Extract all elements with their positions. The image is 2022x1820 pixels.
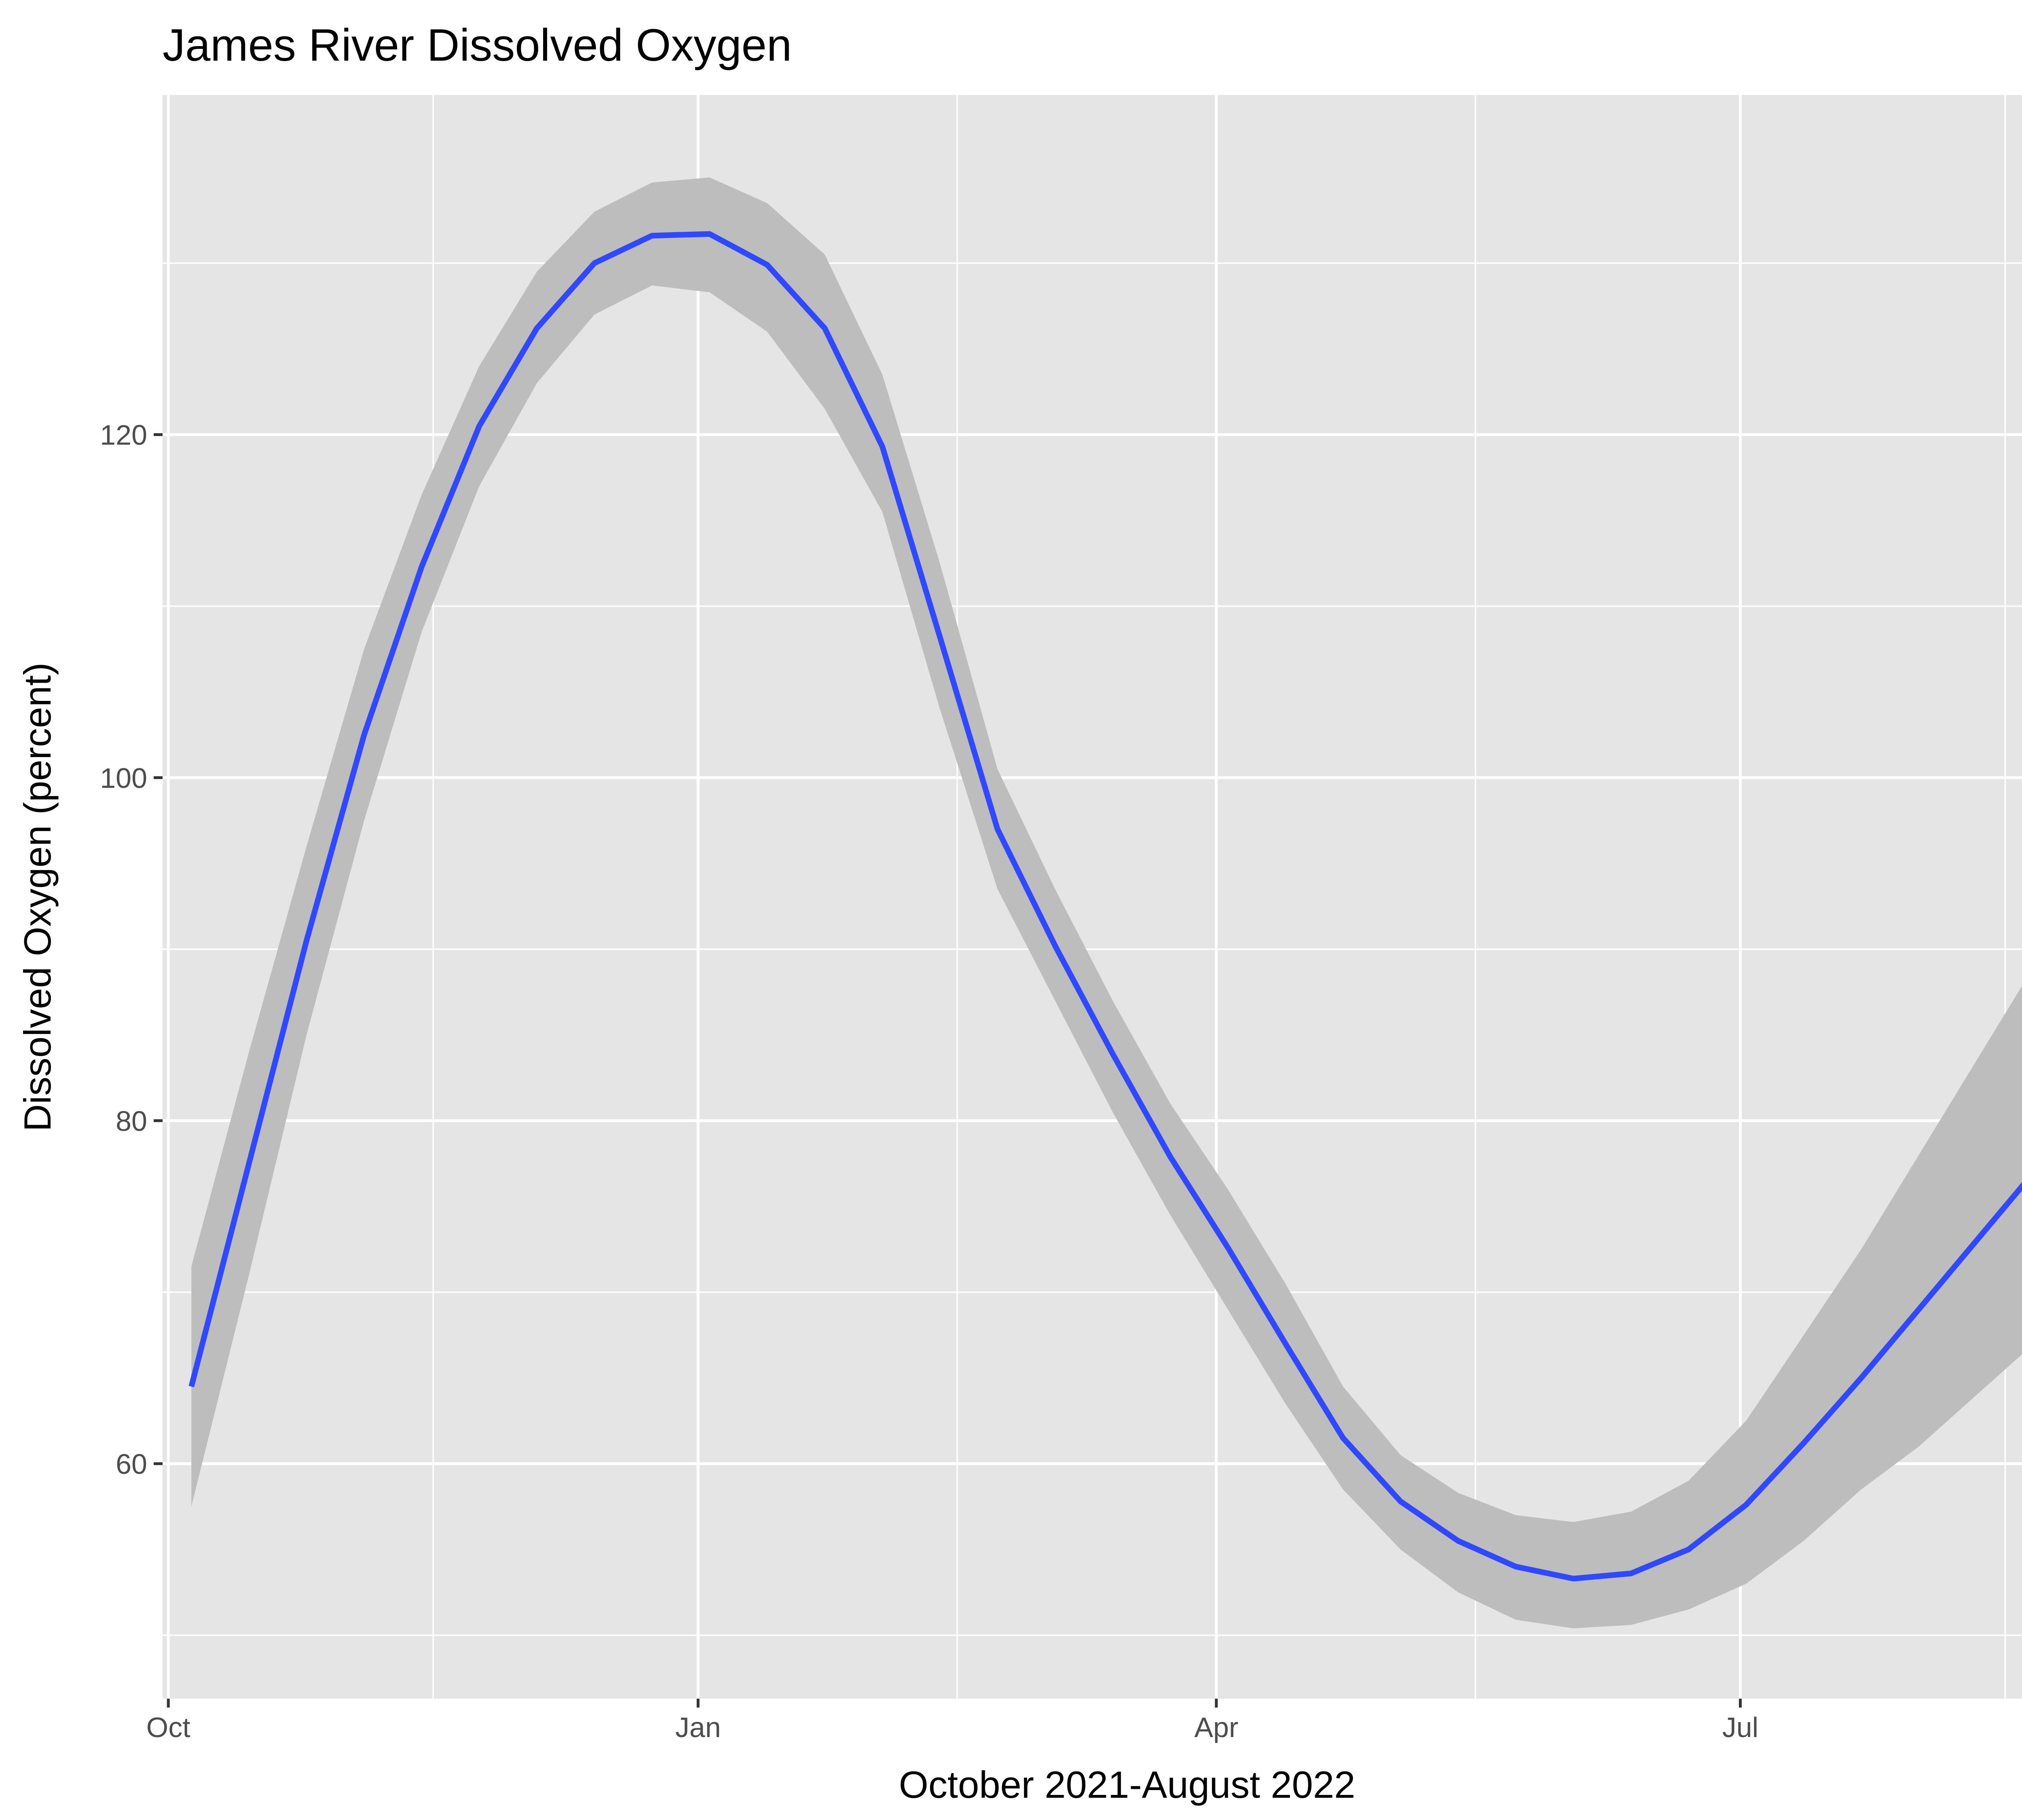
tick-labels: Oct Jan Apr Jul 60 80 100 120: [100, 419, 1758, 1743]
y-tick-label: 100: [100, 762, 147, 794]
y-tick-label: 80: [116, 1105, 147, 1137]
x-tick-label: Jan: [675, 1712, 721, 1743]
grid-major: [163, 95, 2022, 1699]
chart-title: James River Dissolved Oxygen: [163, 20, 792, 70]
x-tick-label: Oct: [146, 1712, 190, 1743]
x-tick-label: Jul: [1722, 1712, 1758, 1743]
axis-ticks: [154, 433, 1742, 1708]
y-axis-title: Dissolved Oxygen (percent): [16, 662, 59, 1132]
plot-panel: [163, 95, 2022, 1699]
x-axis-title: October 2021-August 2022: [899, 1763, 1356, 1806]
confidence-ribbon: [191, 177, 2022, 1629]
grid-minor: [163, 95, 2022, 1699]
smooth-line: [188, 231, 2022, 1582]
x-tick-label: Apr: [1194, 1712, 1238, 1743]
y-tick-label: 60: [116, 1448, 147, 1480]
y-tick-label: 120: [100, 419, 147, 451]
